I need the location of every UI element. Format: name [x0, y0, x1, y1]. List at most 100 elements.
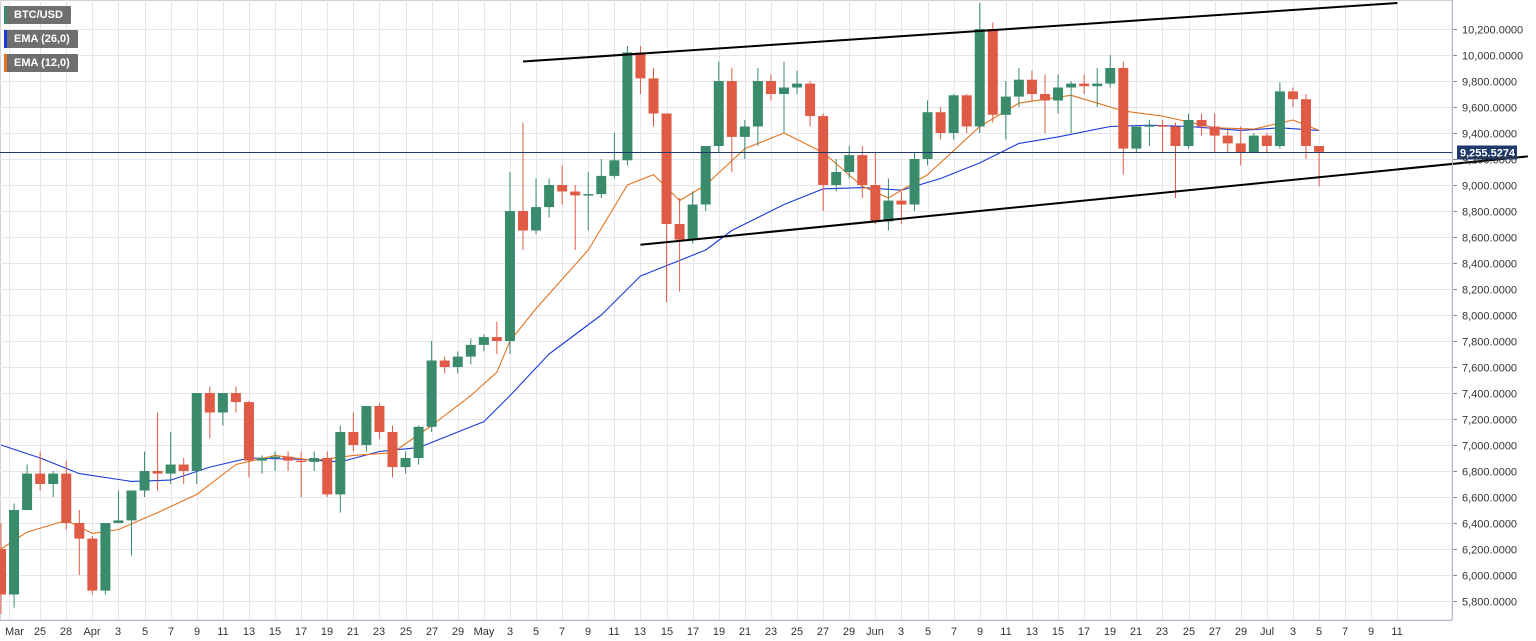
candle: [296, 451, 307, 497]
x-tick-label: 13: [1026, 626, 1038, 638]
candle-body: [113, 520, 124, 523]
candle: [1131, 126, 1142, 153]
x-tick-label: 3: [898, 626, 904, 638]
candle-body: [504, 211, 515, 341]
x-tick-label: 13: [243, 626, 255, 638]
candle: [100, 523, 111, 595]
x-tick-label: 23: [1156, 626, 1168, 638]
candle-body: [335, 432, 346, 495]
candle-body: [191, 393, 202, 471]
candle: [1248, 133, 1259, 153]
candle: [48, 471, 59, 497]
candle: [831, 159, 842, 192]
candle-body: [22, 473, 33, 510]
x-tick-label: 29: [843, 626, 855, 638]
candle: [309, 451, 320, 471]
x-tick-label: 17: [1078, 626, 1090, 638]
candle: [87, 536, 98, 595]
candle: [0, 523, 6, 614]
y-axis: 5,800.0000 6,000.0000 6,200.0000 6,400.0000…: [1452, 0, 1523, 620]
candle: [870, 152, 881, 224]
candle: [987, 22, 998, 123]
candle-body: [531, 207, 542, 231]
legend-item-ema-26[interactable]: EMA (26,0): [4, 30, 78, 48]
candle-body: [322, 458, 333, 495]
candle-body: [948, 95, 959, 133]
y-tick-label: 7,000.0000: [1462, 441, 1517, 453]
x-tick-label: 7: [951, 626, 957, 638]
legend-swatch-ema-26: [4, 30, 7, 48]
candle-body: [309, 458, 320, 462]
candle: [478, 334, 489, 352]
x-tick-label: 3: [115, 626, 121, 638]
candle: [1287, 87, 1298, 107]
candle-body: [674, 224, 685, 240]
candle-body: [35, 473, 46, 484]
candle-body: [609, 160, 620, 176]
legend-item-btc-usd[interactable]: BTC/USD: [4, 6, 71, 24]
candle-body: [465, 344, 476, 357]
candle: [426, 341, 437, 432]
candle-body: [87, 538, 98, 591]
candle: [544, 178, 555, 218]
candle-body: [1170, 126, 1181, 146]
candle: [883, 178, 894, 231]
candle-body: [178, 464, 189, 471]
candle-body: [1131, 126, 1142, 149]
y-tick-label: 9,400.0000: [1462, 129, 1517, 141]
candle: [518, 122, 528, 250]
candle: [922, 100, 933, 166]
x-tick-label: 5: [142, 626, 148, 638]
candle: [557, 165, 568, 205]
candle-body: [1222, 135, 1233, 144]
candle-body: [1066, 83, 1077, 88]
candle-body: [413, 426, 424, 458]
candle: [61, 460, 72, 530]
candle-body: [1105, 68, 1116, 84]
candle: [1261, 133, 1272, 153]
x-tick-label: 5: [533, 626, 539, 638]
candle-body: [713, 81, 724, 146]
candle: [570, 185, 581, 250]
y-tick-label: 8,000.0000: [1462, 311, 1517, 323]
candle: [1040, 74, 1050, 133]
candle: [948, 94, 959, 140]
candle-body: [348, 432, 359, 445]
candle-body: [1053, 87, 1064, 101]
candle-body: [896, 200, 907, 205]
candle: [1170, 122, 1181, 198]
candle: [74, 510, 85, 575]
candle: [1301, 94, 1311, 159]
candle-body: [400, 458, 411, 468]
candle-body: [1248, 135, 1259, 153]
candle-body: [1026, 79, 1037, 94]
candle: [1183, 113, 1194, 149]
x-tick-label: 3: [1290, 626, 1296, 638]
candle-body: [139, 471, 150, 491]
candle: [1222, 130, 1233, 153]
candle: [779, 61, 789, 133]
candle: [335, 425, 346, 513]
x-tick-label: Apr: [83, 626, 100, 638]
candle: [752, 68, 763, 146]
candle-body: [648, 78, 659, 114]
candle: [674, 198, 685, 292]
candle: [9, 503, 20, 608]
x-tick-label: 5: [1316, 626, 1322, 638]
candle-body: [9, 510, 20, 595]
candle-body: [622, 52, 633, 161]
candle: [374, 403, 385, 439]
y-tick-label: 6,200.0000: [1462, 545, 1517, 557]
candle-body: [478, 337, 489, 345]
y-tick-label: 6,800.0000: [1462, 467, 1517, 479]
trendlines: [522, 2, 1528, 246]
legend-item-ema-12[interactable]: EMA (12,0): [4, 54, 78, 72]
candle-body: [635, 52, 646, 79]
candle: [531, 178, 542, 235]
candle-body: [100, 523, 111, 591]
candle: [348, 412, 359, 452]
candle: [765, 74, 776, 101]
candle-body: [844, 155, 855, 172]
candle: [1026, 70, 1037, 101]
